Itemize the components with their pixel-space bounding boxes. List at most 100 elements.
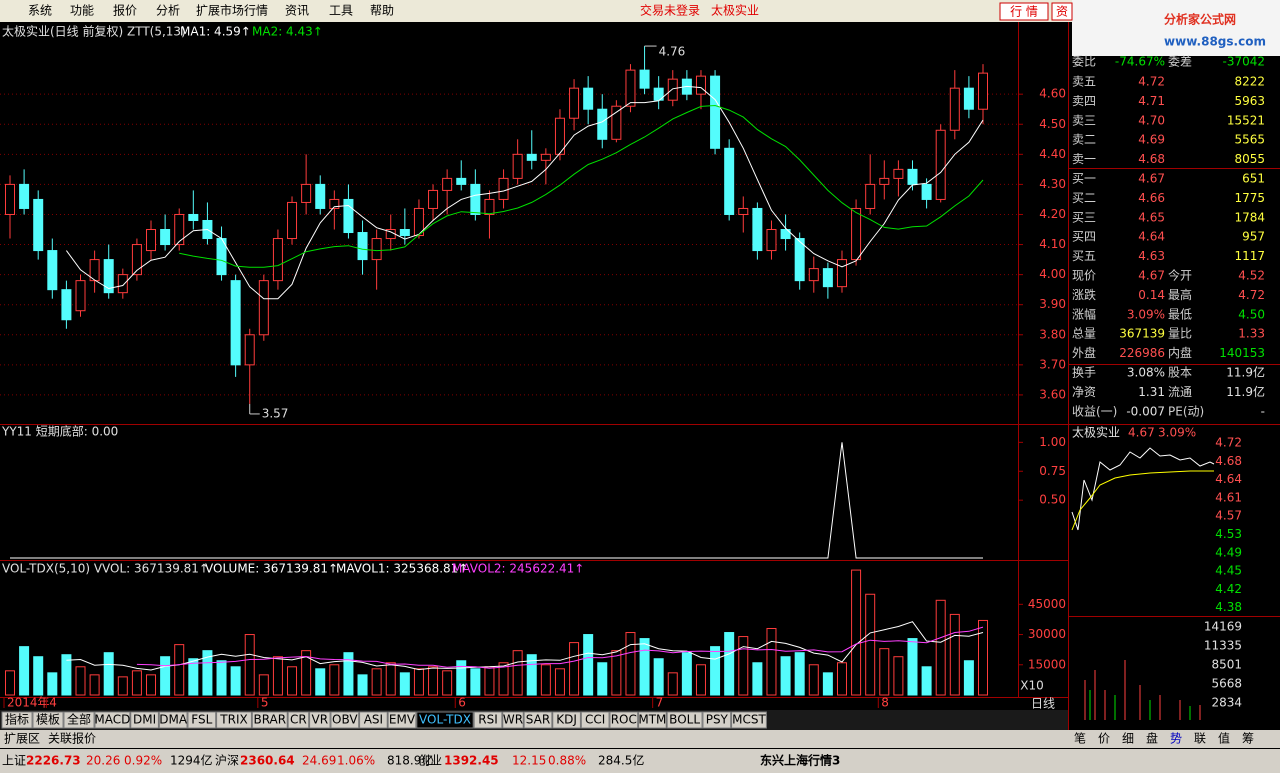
candle-body [33,198,44,252]
menu-item[interactable]: 系统 [28,4,52,18]
tab[interactable] [387,711,417,729]
candle-body [230,280,241,366]
tab[interactable] [473,711,503,729]
volume-title: VOL-TDX(5,10) VVOL: 367139.81↑ [2,562,209,576]
volume-bar [540,664,551,696]
menu-item[interactable]: 分析 [156,4,180,18]
quote-value: 1.31 [1138,385,1165,399]
tab-label[interactable]: VR [312,713,329,727]
mini-price-tick: 4.68 [1215,454,1242,468]
tab[interactable] [330,711,360,729]
quote-value: -37042 [1222,55,1265,69]
menu-item[interactable]: 功能 [70,4,94,18]
mini-avg-line [1071,470,1214,531]
tab-label[interactable]: VOL-TDX [419,713,471,727]
volume-bar [343,652,354,696]
period-label[interactable]: 日线 [1031,697,1055,711]
mini-tab[interactable]: 笔 [1074,731,1086,746]
tab[interactable] [158,711,188,729]
tab[interactable] [251,711,288,729]
mini-tab[interactable]: 价 [1098,732,1110,746]
button[interactable] [1051,2,1073,21]
tab-label[interactable]: CR [290,713,307,727]
order-volume: 1775 [1234,191,1265,205]
quote-label: 内盘 [1168,345,1192,360]
volume-bar [710,646,721,696]
tab[interactable] [32,711,64,729]
button-label[interactable]: 资 [1056,5,1068,19]
volume-bar [780,656,791,696]
tab[interactable] [609,711,639,729]
tab-label[interactable]: PSY [706,713,729,727]
quote-label: 外盘 [1072,345,1096,360]
tab[interactable] [580,711,610,729]
volume-bar [399,672,410,696]
mini-tab[interactable]: 势 [1170,732,1182,746]
volume-bar [907,638,918,696]
tab-label[interactable]: ROC [611,713,637,727]
tab-label[interactable]: 全部 [67,712,91,727]
logo-title: 分析家公式网 [1164,12,1236,27]
tab-label[interactable]: MCST [732,713,766,727]
quote-value: 226986 [1119,346,1165,360]
order-label: 买四 [1072,230,1096,244]
tab-label[interactable]: OBV [332,713,358,727]
tab-label[interactable]: 关联报价 [48,731,96,746]
mini-tab[interactable]: 值 [1218,731,1230,746]
tab-label[interactable]: EMV [389,713,416,727]
volume-bar [19,646,30,696]
tab[interactable] [502,711,524,729]
tab[interactable] [666,711,703,729]
tab-label[interactable]: FSL [191,713,212,727]
volume-bar [625,632,636,696]
candle-body [710,75,721,149]
tab-label[interactable]: 扩展区 [4,732,40,746]
tab[interactable] [638,711,667,729]
tab-label[interactable]: BRAR [253,713,286,727]
tab[interactable] [309,711,331,729]
tab[interactable] [702,711,732,729]
tab-label[interactable]: BOLL [669,713,700,727]
volume-bar [935,599,946,696]
tab-label[interactable]: 模板 [36,713,60,727]
mini-tab[interactable]: 盘 [1146,731,1158,746]
order-volume: 957 [1242,230,1265,244]
tab-label[interactable]: DMI [133,713,156,727]
tab[interactable] [731,711,767,729]
tab-label[interactable]: DMA [159,713,188,727]
tab-label[interactable]: 指标 [5,712,29,727]
button-label[interactable]: 行 情 [1010,5,1038,19]
tab-label[interactable]: SAR [526,713,550,727]
tab[interactable] [1,711,33,729]
tab[interactable] [216,711,252,729]
tab[interactable] [130,711,159,729]
menu-item[interactable]: 扩展市场行情 [196,3,268,18]
mini-tab[interactable]: 联 [1194,732,1206,746]
tab-label[interactable]: ASI [364,713,383,727]
tab-label[interactable]: MACD [94,713,130,727]
tab-label[interactable]: CCI [585,713,605,727]
tab[interactable] [63,711,95,729]
menu-item[interactable]: 工具 [329,4,353,18]
y-tick-label: 3.90 [1039,297,1066,311]
tab[interactable] [359,711,388,729]
tab[interactable] [287,711,310,729]
tab-label[interactable]: WR [503,713,523,727]
tab-label[interactable]: RSI [478,713,498,727]
tab[interactable] [523,711,553,729]
volume-bar [103,652,114,696]
tab-label[interactable]: MTM [638,713,666,727]
button[interactable] [999,2,1049,21]
tab[interactable] [187,711,217,729]
mini-tab[interactable]: 筹 [1242,732,1254,746]
candle-body [822,268,833,288]
tab[interactable] [94,711,131,729]
tab[interactable] [416,711,474,729]
tab[interactable] [552,711,581,729]
menu-item[interactable]: 帮助 [370,4,394,18]
mini-tab[interactable]: 细 [1122,732,1134,746]
menu-item[interactable]: 资讯 [285,4,309,18]
tab-label[interactable]: KDJ [556,713,577,727]
tab-label[interactable]: TRIX [219,713,247,727]
menu-item[interactable]: 报价 [113,3,137,18]
